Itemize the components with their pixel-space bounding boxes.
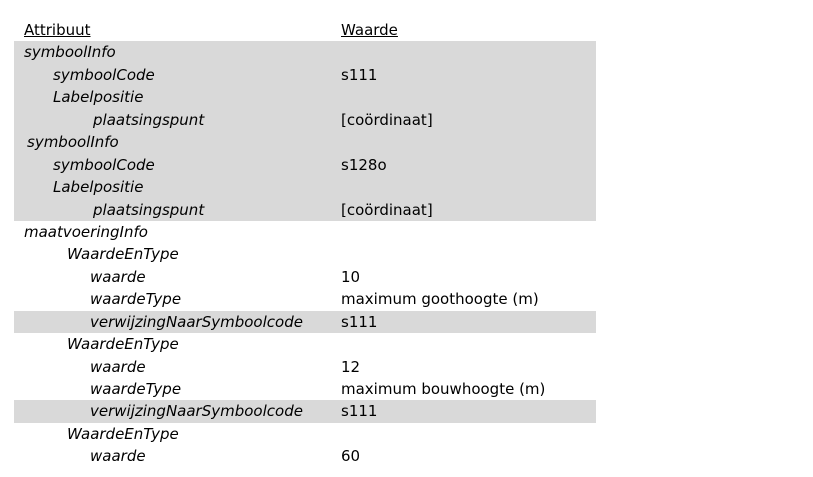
table-row: symboolInfo <box>14 41 596 64</box>
value-cell: s111 <box>341 65 378 84</box>
attribute-cell: waardeType <box>90 380 182 398</box>
attribute-cell: symboolCode <box>53 155 155 174</box>
attribute-cell: plaatsingspunt <box>93 200 205 219</box>
attribute-cell: maatvoeringInfo <box>24 222 148 241</box>
attribute-cell: WaardeEnType <box>67 245 179 264</box>
value-cell: maximum bouwhoogte (m) <box>341 380 546 398</box>
table-row: waardeType maximum bouwhoogte (m) <box>14 378 596 400</box>
attribute-cell: verwijzingNaarSymboolcode <box>90 312 303 331</box>
attribute-cell: symboolInfo <box>27 133 119 152</box>
attribute-cell: waarde <box>90 357 146 376</box>
value-cell: 12 <box>341 357 361 376</box>
attribute-cell: WaardeEnType <box>67 424 179 443</box>
attribute-table: Attribuut Waarde symboolInfo symboolCode… <box>14 19 596 468</box>
attribute-cell: symboolInfo <box>24 43 116 62</box>
value-cell: [coördinaat] <box>341 200 433 219</box>
value-cell: 10 <box>341 267 361 286</box>
table-row: waarde 60 <box>14 445 596 467</box>
value-column-header: Waarde <box>341 21 398 39</box>
table-row: plaatsingspunt [coördinaat] <box>14 108 596 132</box>
table-row: waardeType maximum goothoogte (m) <box>14 288 596 310</box>
value-cell: [coördinaat] <box>341 110 433 129</box>
attribute-cell: plaatsingspunt <box>93 110 205 129</box>
table-row: Labelpositie <box>14 176 596 199</box>
table-row: verwijzingNaarSymboolcode s111 <box>14 400 596 423</box>
table-row: waarde 10 <box>14 266 596 288</box>
table-row: symboolInfo <box>14 131 596 154</box>
attribute-cell: Labelpositie <box>53 178 144 197</box>
value-cell: s128o <box>341 155 387 174</box>
attribute-column-header: Attribuut <box>24 21 91 39</box>
table-row: verwijzingNaarSymboolcode s111 <box>14 310 596 334</box>
table-row: waarde 12 <box>14 356 596 378</box>
table-row: WaardeEnType <box>14 423 596 445</box>
table-row: symboolCode s128o <box>14 153 596 177</box>
table-row: Labelpositie <box>14 86 596 109</box>
value-cell: s111 <box>341 402 378 421</box>
attribute-cell: verwijzingNaarSymboolcode <box>90 402 303 421</box>
table-row: WaardeEnType <box>14 243 596 265</box>
table-row: WaardeEnType <box>14 333 596 355</box>
table-row: maatvoeringInfo <box>14 221 596 243</box>
attribute-cell: Labelpositie <box>53 88 144 107</box>
value-cell: s111 <box>341 312 378 331</box>
attribute-cell: waardeType <box>90 290 182 309</box>
table-header: Attribuut Waarde <box>14 19 596 41</box>
attribute-cell: waarde <box>90 447 146 466</box>
attribute-cell: symboolCode <box>53 65 155 84</box>
attribute-cell: waarde <box>90 267 146 286</box>
table-row: symboolCode s111 <box>14 63 596 87</box>
table-row: plaatsingspunt [coördinaat] <box>14 198 596 221</box>
attribute-cell: WaardeEnType <box>67 335 179 354</box>
value-cell: maximum goothoogte (m) <box>341 290 539 309</box>
value-cell: 60 <box>341 447 361 466</box>
